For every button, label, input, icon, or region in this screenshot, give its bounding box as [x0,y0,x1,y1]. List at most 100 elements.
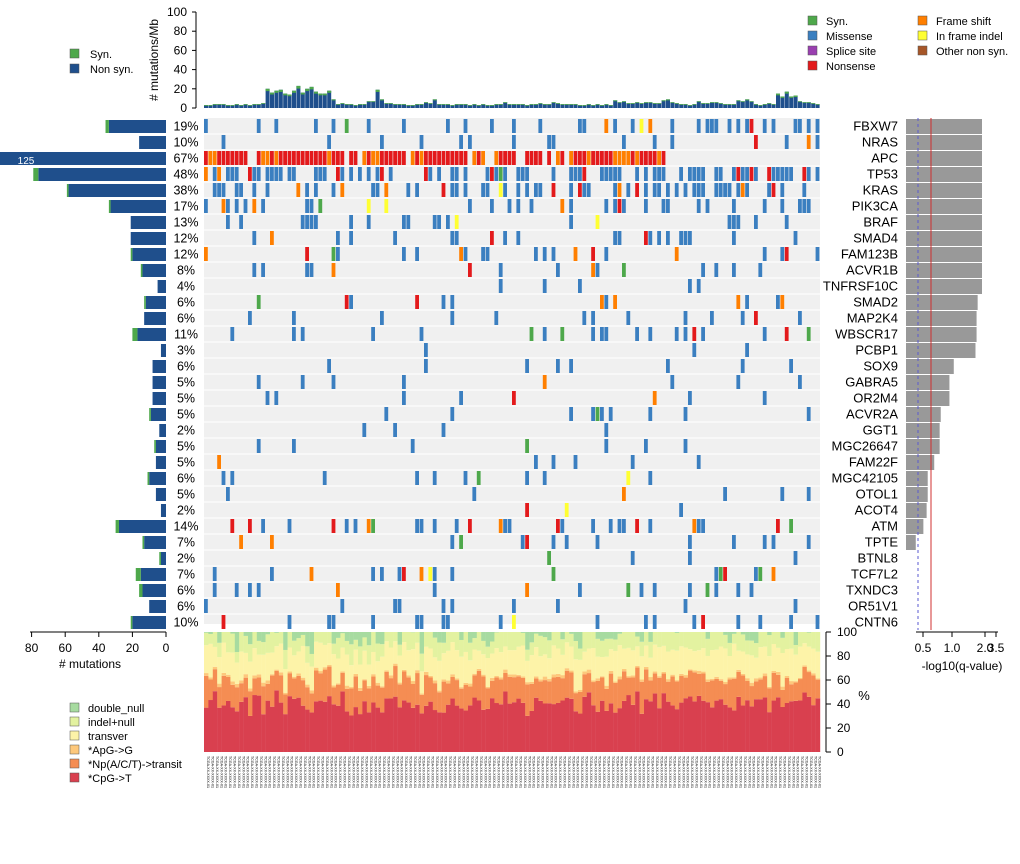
spectrum-segment-npt [388,678,394,699]
spectrum-segment-apg [749,682,755,687]
sample-syn-bar [714,102,719,104]
spectrum-segment-apg [221,672,227,676]
mutation-cell-frameshift [806,135,811,149]
spectrum-segment-cpg [441,712,447,752]
spectrum-segment-npt [380,687,385,713]
spectrum-segment-transver [591,648,596,681]
spectrum-segment-apg [208,677,213,680]
spectrum-segment-apg [556,673,561,677]
mutation-cell-nonsense [692,327,697,341]
mutation-cell-missense [375,183,380,197]
spectrum-segment-apg [613,681,618,683]
spectrum-segment-npt [463,684,469,711]
mutation-cell-missense [648,471,653,485]
spectrum-segment-dnull [604,632,609,639]
sample-nonsyn-bar [459,104,464,108]
spectrum-segment-indel [661,632,667,646]
spectrum-segment-cpg [723,704,728,752]
sample-nonsyn-bar [718,103,723,108]
gene-count-axis-tick-label: 80 [25,641,39,655]
mutation-cell-nonsense [490,167,494,181]
sample-nonsyn-bar [336,104,340,108]
mutation-cell-syn [547,551,551,565]
mutation-cell-nonsense [604,151,609,165]
spectrum-segment-dnull [256,632,262,641]
mutation-cell-missense [793,231,798,245]
spectrum-segment-npt [358,690,363,715]
mutation-cell-frameshift [648,119,653,133]
sample-syn-bar [811,103,816,104]
spectrum-segment-dnull [639,632,645,642]
spectrum-segment-apg [358,687,363,691]
sample-nonsyn-bar [789,96,794,108]
gene-name: APC [871,151,898,166]
spectrum-segment-indel [327,632,332,644]
spectrum-segment-apg [344,685,350,689]
mutation-cell-nonsense [617,199,622,213]
sample-id-label: TCGA-XX-XXXX-01 [716,756,720,788]
mutation-cell-nonsense [459,151,463,165]
spectrum-segment-indel [217,642,222,658]
spectrum-segment-indel [692,632,697,652]
spectrum-segment-indel [349,644,354,666]
mutation-cell-missense [789,359,793,373]
spectrum-segment-npt [683,677,689,699]
sample-id-label: TCGA-XX-XXXX-01 [479,756,483,788]
sample-nonsyn-bar [692,104,697,108]
sample-syn-bar [806,102,811,104]
spectrum-segment-transver [556,648,561,674]
q-value-bar [906,471,928,486]
q-value-bar [906,439,940,454]
gene-count-nonsyn-bar [152,360,166,373]
sample-id-label: TCGA-XX-XXXX-01 [444,756,448,788]
mutation-cell-frameshift [617,183,622,197]
sample-nonsyn-bar [314,91,318,108]
mutation-cell-missense [397,567,402,581]
spectrum-segment-cpg [582,696,587,752]
spectrum-segment-apg [560,675,565,679]
sample-nonsyn-bar [322,93,327,108]
mutation-cell-missense [692,183,697,197]
mutation-cell-missense [256,583,261,597]
mutation-cell-frameshift [270,535,274,549]
gene-name: WBSCR17 [835,327,898,342]
gene-name: KRAS [863,183,899,198]
mutation-cell-nonsense [256,151,261,165]
mutation-cell-missense [503,167,507,181]
percent-label: 5% [177,440,195,454]
sample-syn-bar [314,91,318,94]
mutation-cell-missense [380,135,384,149]
spectrum-segment-apg [644,666,649,670]
mutation-cell-nonsense [314,151,318,165]
mutation-cell-missense [701,183,705,197]
mutation-cell-missense [780,183,785,197]
spectrum-segment-transver [578,659,583,690]
spectrum-segment-npt [710,680,715,708]
sample-nonsyn-bar [683,104,688,108]
q-value-bar [906,343,976,358]
sample-syn-bar [789,96,794,98]
mutation-cell-missense [252,263,257,277]
mutation-cell-nonsense [525,535,529,549]
spectrum-segment-apg [437,690,442,693]
mutation-cell-frameshift [573,247,578,261]
mutation-cell-missense [714,263,719,277]
mutation-cell-frameshift [366,519,371,533]
spectrum-segment-indel [604,638,609,657]
mutation-cell-missense [551,135,556,149]
spectrum-segment-cpg [353,707,359,752]
mutation-cell-missense [402,375,406,389]
sample-nonsyn-bar [353,105,358,108]
spectrum-segment-npt [265,683,271,701]
sample-nonsyn-bar [798,101,802,108]
spectrum-segment-indel [630,632,636,651]
q-value-bar [906,215,982,230]
sample-syn-bar [780,96,785,98]
spectrum-segment-apg [714,676,719,679]
legend-missense-swatch [807,30,818,41]
spectrum-segment-dnull [358,632,363,647]
spectrum-segment-npt [397,684,403,708]
mutation-cell-missense [322,167,327,181]
sample-id-label: TCGA-XX-XXXX-01 [298,756,302,788]
